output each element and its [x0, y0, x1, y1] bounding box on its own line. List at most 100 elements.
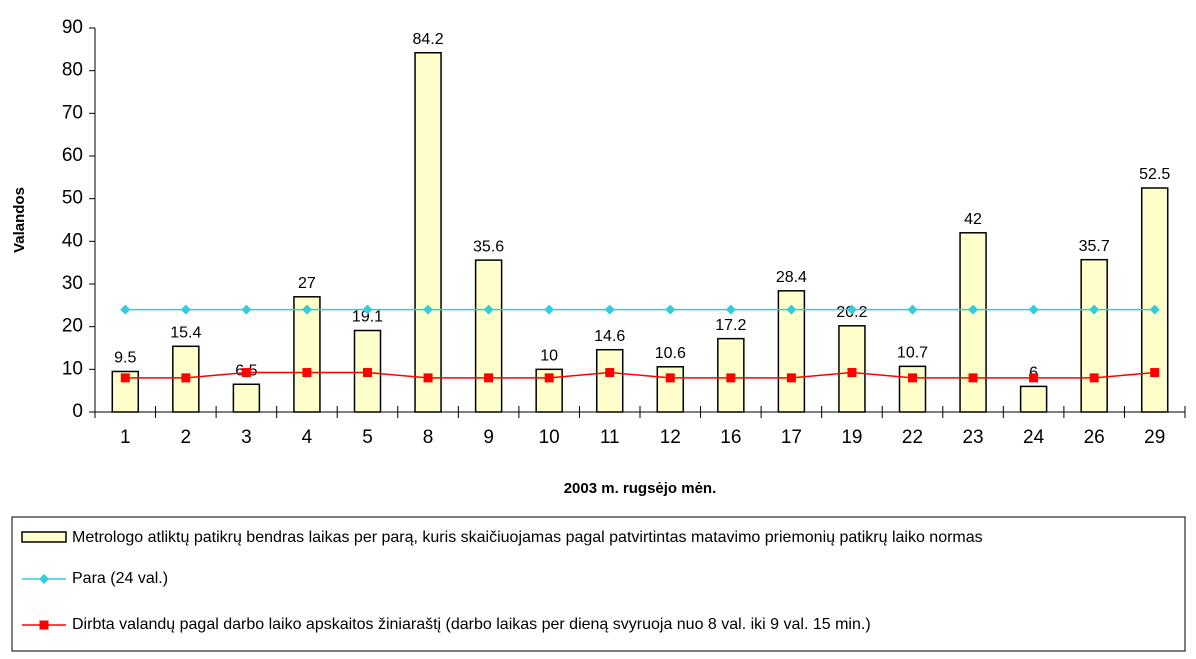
marker: [241, 368, 251, 378]
data-label: 10.6: [655, 345, 686, 362]
x-tick-label: 26: [1084, 427, 1105, 448]
x-tick-label: 19: [841, 427, 862, 448]
marker: [1089, 304, 1100, 315]
marker: [181, 373, 191, 383]
marker: [908, 373, 917, 383]
legend-marker: [39, 620, 49, 630]
marker: [241, 304, 252, 315]
x-tick-label: 17: [781, 427, 802, 448]
marker: [604, 304, 615, 315]
data-label: 10: [540, 348, 558, 365]
marker: [544, 373, 554, 383]
data-label: 28.4: [776, 269, 807, 286]
marker: [120, 373, 130, 383]
x-tick-label: 5: [362, 427, 373, 448]
x-tick-label: 8: [423, 427, 434, 448]
bar: [595, 348, 624, 413]
y-tick-label: 0: [72, 401, 83, 422]
x-axis-title: 2003 m. rugsėjo mėn.: [564, 480, 717, 497]
y-tick-label: 20: [62, 316, 83, 337]
bar: [414, 51, 442, 413]
y-tick-label: 30: [62, 273, 83, 294]
x-tick-label: 4: [302, 427, 313, 448]
marker: [120, 304, 131, 315]
data-label: 15.4: [170, 325, 201, 342]
y-axis-title: Valandos: [11, 187, 28, 253]
data-label: 27: [298, 275, 316, 292]
marker: [302, 368, 312, 378]
marker: [544, 304, 555, 315]
marker: [907, 304, 918, 315]
bar: [1019, 385, 1048, 413]
marker: [180, 304, 191, 315]
bar: [959, 232, 987, 413]
marker: [301, 304, 312, 315]
y-tick-label: 60: [62, 145, 83, 166]
x-tick-label: 12: [660, 427, 681, 448]
data-label: 35.6: [473, 238, 504, 255]
marker: [1028, 304, 1039, 315]
marker: [665, 373, 675, 383]
bar: [1140, 187, 1169, 413]
marker: [483, 304, 494, 315]
marker: [786, 373, 796, 383]
x-tick-label: 11: [600, 427, 620, 448]
y-tick-label: 80: [62, 60, 83, 81]
data-label: 9.5: [114, 350, 136, 367]
bar: [1080, 258, 1108, 413]
data-label: 17.2: [715, 317, 746, 334]
legend-label: Metrologo atliktų patikrų bendras laikas…: [72, 529, 983, 546]
line: [125, 371, 1155, 379]
marker: [725, 304, 736, 315]
data-label: 84.2: [412, 31, 443, 48]
x-tick-label: 29: [1144, 427, 1165, 448]
x-tick-label: 1: [120, 427, 131, 448]
data-label: 14.6: [594, 328, 625, 345]
y-tick-label: 40: [62, 230, 83, 251]
marker: [968, 373, 978, 383]
marker: [968, 304, 979, 315]
data-label: 35.7: [1079, 238, 1110, 255]
marker: [363, 368, 372, 378]
x-tick-label: 22: [902, 427, 923, 448]
y-tick-label: 50: [62, 188, 83, 209]
legend-marker: [39, 574, 49, 584]
marker: [1150, 368, 1160, 378]
data-label: 52.5: [1139, 166, 1170, 183]
y-tick-label: 70: [62, 102, 83, 123]
data-label: 19.1: [352, 309, 383, 326]
x-tick-label: 16: [720, 427, 741, 448]
bar: [232, 383, 261, 413]
marker: [1089, 373, 1099, 383]
data-label: 6: [1029, 365, 1038, 382]
bar: [898, 365, 927, 413]
x-tick-label: 10: [539, 427, 560, 448]
data-label: 42: [964, 211, 982, 228]
legend-label: Dirbta valandų pagal darbo laiko apskait…: [72, 616, 871, 633]
marker: [362, 304, 373, 315]
legend-swatch: [21, 531, 67, 543]
legend-box: [11, 516, 1186, 652]
x-tick-label: 23: [962, 427, 983, 448]
marker: [1029, 373, 1039, 383]
marker: [786, 304, 797, 315]
x-tick-label: 9: [483, 427, 494, 448]
y-tick-label: 10: [62, 358, 83, 379]
y-tick-label: 90: [62, 17, 83, 38]
marker: [605, 368, 615, 378]
data-label: 10.7: [897, 345, 928, 362]
marker: [665, 304, 676, 315]
marker: [484, 373, 494, 383]
marker: [846, 304, 857, 315]
bar: [474, 259, 503, 413]
marker: [726, 373, 736, 383]
x-tick-label: 24: [1023, 427, 1045, 448]
legend-label: Para (24 val.): [72, 570, 169, 587]
marker: [423, 373, 433, 383]
x-tick-label: 3: [241, 427, 252, 448]
marker: [847, 368, 857, 378]
marker: [1149, 304, 1160, 315]
x-tick-label: 2: [181, 427, 192, 448]
